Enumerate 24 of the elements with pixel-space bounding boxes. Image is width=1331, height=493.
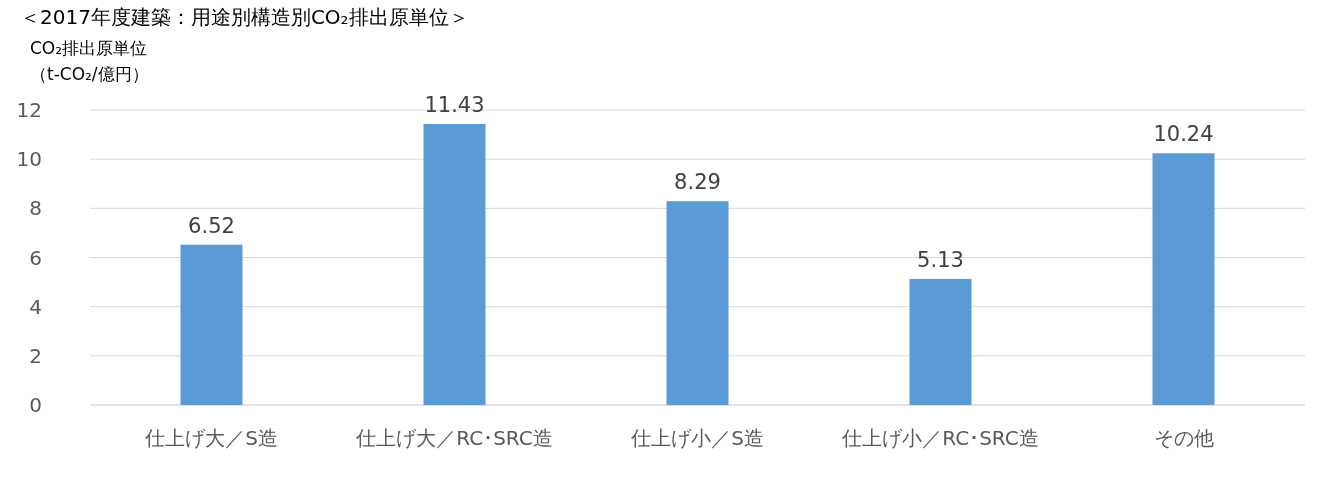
data-label: 10.24 xyxy=(1153,122,1214,147)
data-label: 8.29 xyxy=(674,170,721,195)
bar xyxy=(180,244,243,405)
bar xyxy=(423,124,486,405)
x-tick-label: 仕上げ小／S造 xyxy=(630,426,764,450)
data-label: 5.13 xyxy=(917,247,964,272)
y-tick-label: 4 xyxy=(29,294,42,319)
x-tick-label: 仕上げ大／RC･SRC造 xyxy=(355,426,553,450)
y-tick-label: 0 xyxy=(29,393,42,417)
data-label: 6.52 xyxy=(188,213,235,238)
bar xyxy=(666,201,729,405)
x-tick-label: 仕上げ大／S造 xyxy=(144,426,278,450)
x-tick-label: 仕上げ小／RC･SRC造 xyxy=(841,426,1039,450)
y-tick-label: 12 xyxy=(16,98,42,122)
y-tick-label: 10 xyxy=(16,147,42,172)
y-tick-label: 6 xyxy=(29,245,42,270)
y-tick-label: 2 xyxy=(29,343,42,368)
x-tick-label: その他 xyxy=(1153,426,1214,450)
y-tick-label: 8 xyxy=(29,196,42,221)
y-axis-title: CO₂排出原単位（t-CO₂/億円） xyxy=(30,38,149,84)
bar xyxy=(909,278,972,405)
bar xyxy=(1152,153,1215,405)
chart-title: ＜2017年度建築：用途別構造別CO₂排出原単位＞ xyxy=(20,5,469,29)
data-label: 11.43 xyxy=(424,93,485,118)
